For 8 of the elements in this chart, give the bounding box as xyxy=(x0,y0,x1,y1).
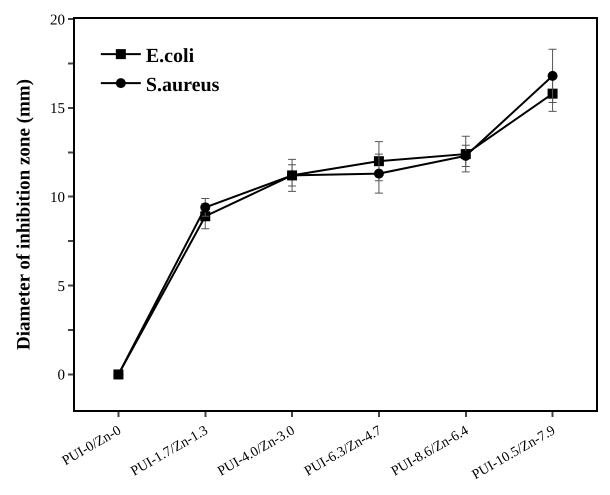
legend-label: S.aureus xyxy=(146,74,220,96)
y-tick-label: 0 xyxy=(58,368,65,384)
y-axis-title: Diameter of inhibition zone (mm) xyxy=(13,79,34,350)
y-tick-label: 15 xyxy=(50,101,65,118)
y-tick-label: 20 xyxy=(50,12,65,28)
legend-label: E.coli xyxy=(146,44,195,67)
y-tick-label: 5 xyxy=(58,278,65,295)
y-tick-label: 10 xyxy=(50,190,65,206)
